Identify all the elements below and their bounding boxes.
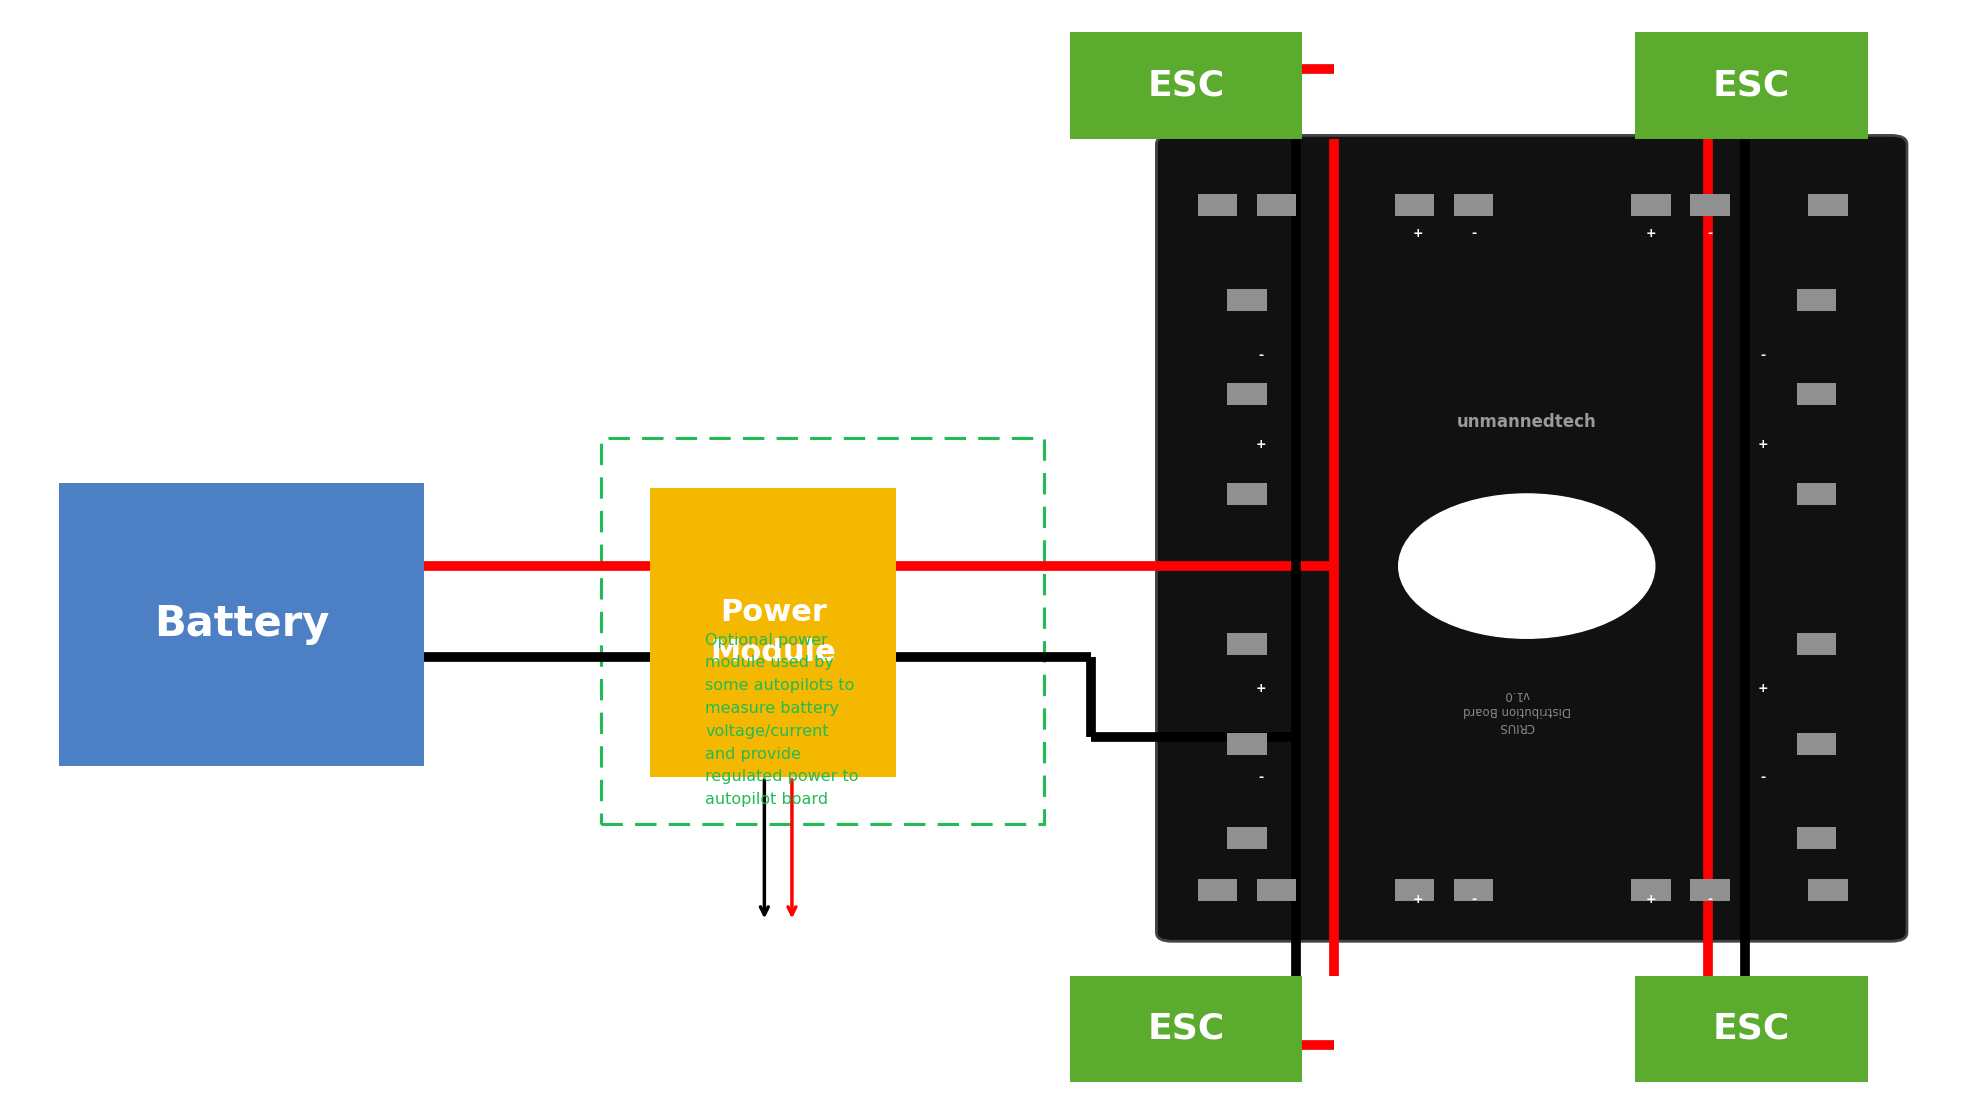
FancyBboxPatch shape — [1797, 733, 1836, 755]
Text: ESC: ESC — [1712, 69, 1791, 102]
FancyBboxPatch shape — [1797, 633, 1836, 655]
Text: Optional power
module used by
some autopilots to
measure battery
voltage/current: Optional power module used by some autop… — [705, 633, 859, 807]
Text: +: + — [1757, 682, 1769, 695]
FancyBboxPatch shape — [1690, 194, 1730, 216]
Text: -: - — [1761, 349, 1765, 362]
FancyBboxPatch shape — [1797, 483, 1836, 505]
FancyBboxPatch shape — [1227, 483, 1267, 505]
FancyBboxPatch shape — [1797, 289, 1836, 311]
FancyBboxPatch shape — [1227, 633, 1267, 655]
Text: -: - — [1472, 892, 1476, 906]
FancyBboxPatch shape — [1070, 976, 1302, 1082]
Text: ESC: ESC — [1712, 1012, 1791, 1046]
Text: -: - — [1708, 892, 1712, 906]
Text: +: + — [1645, 226, 1657, 240]
FancyBboxPatch shape — [1808, 879, 1848, 901]
Text: Power
Module: Power Module — [711, 598, 835, 667]
FancyBboxPatch shape — [1454, 194, 1493, 216]
Text: +: + — [1757, 437, 1769, 451]
FancyBboxPatch shape — [1227, 827, 1267, 849]
FancyBboxPatch shape — [1808, 194, 1848, 216]
FancyBboxPatch shape — [1635, 32, 1868, 139]
Text: -: - — [1259, 349, 1263, 362]
Text: +: + — [1255, 682, 1267, 695]
FancyBboxPatch shape — [1227, 733, 1267, 755]
Text: -: - — [1761, 770, 1765, 784]
Text: +: + — [1412, 892, 1424, 906]
FancyBboxPatch shape — [1395, 879, 1434, 901]
FancyBboxPatch shape — [1454, 879, 1493, 901]
FancyBboxPatch shape — [1070, 32, 1302, 139]
FancyBboxPatch shape — [1395, 194, 1434, 216]
FancyBboxPatch shape — [1797, 827, 1836, 849]
Text: +: + — [1255, 437, 1267, 451]
FancyBboxPatch shape — [1198, 879, 1237, 901]
FancyBboxPatch shape — [1198, 194, 1237, 216]
FancyBboxPatch shape — [1257, 194, 1296, 216]
FancyBboxPatch shape — [1156, 135, 1907, 941]
FancyBboxPatch shape — [1227, 289, 1267, 311]
Text: -: - — [1708, 226, 1712, 240]
FancyBboxPatch shape — [1797, 383, 1836, 405]
Text: unmannedtech: unmannedtech — [1458, 413, 1596, 431]
Text: +: + — [1645, 892, 1657, 906]
FancyBboxPatch shape — [1631, 194, 1671, 216]
Text: ESC: ESC — [1147, 1012, 1225, 1046]
FancyBboxPatch shape — [1257, 879, 1296, 901]
FancyBboxPatch shape — [59, 483, 424, 766]
FancyBboxPatch shape — [650, 488, 896, 777]
FancyBboxPatch shape — [1227, 383, 1267, 405]
FancyBboxPatch shape — [1635, 976, 1868, 1082]
FancyBboxPatch shape — [1631, 879, 1671, 901]
FancyBboxPatch shape — [1690, 879, 1730, 901]
Circle shape — [1399, 494, 1655, 638]
Text: +: + — [1412, 226, 1424, 240]
Text: -: - — [1472, 226, 1476, 240]
Text: -: - — [1259, 770, 1263, 784]
Text: ESC: ESC — [1147, 69, 1225, 102]
Text: Battery: Battery — [154, 604, 329, 645]
Text: CRIUS
Distribution Board
v1.0: CRIUS Distribution Board v1.0 — [1464, 688, 1570, 733]
